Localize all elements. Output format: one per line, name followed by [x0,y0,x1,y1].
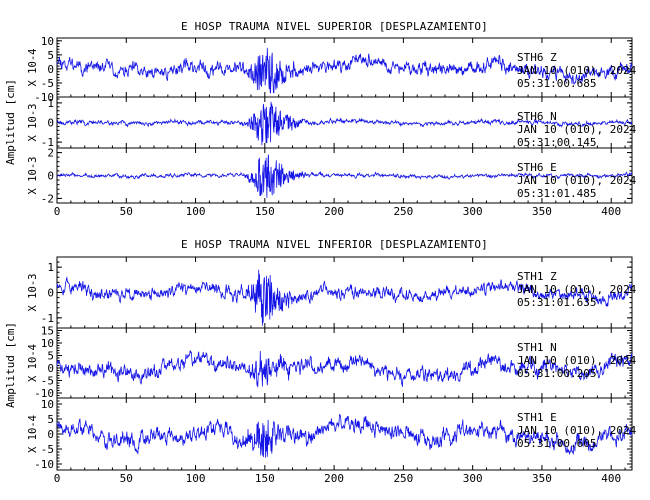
y-tick-label: -5 [41,443,54,456]
station-label: JAN 10 (010), 2024 [517,64,637,77]
station-label: STH6 N [517,110,557,123]
station-label: JAN 10 (010), 2024 [517,424,637,437]
x-tick-label: 300 [463,472,483,485]
scale-label: X 10-3 [27,157,39,195]
y-tick-label: 2 [47,147,54,160]
y-tick-label: 0 [47,63,54,76]
station-label: 05:31:00.685 [517,77,596,90]
x-tick-label: 400 [601,205,621,218]
y-axis-label: Amplitud [cm] [4,79,17,165]
y-tick-label: 0 [47,170,54,183]
station-label: 05:31:00.205 [517,367,596,380]
figure-title: E HOSP TRAUMA NIVEL SUPERIOR [DESPLAZAMI… [181,20,488,33]
waveform-trace [56,269,633,326]
x-tick-label: 200 [324,472,344,485]
y-tick-label: -2 [41,192,54,205]
y-tick-label: 1 [47,97,54,110]
y-tick-label: -5 [41,375,54,388]
y-tick-label: -5 [41,77,54,90]
station-label: 05:31:00.605 [517,437,596,450]
x-tick-label: 150 [255,205,275,218]
station-label: JAN 10 (010), 2024 [517,123,637,136]
station-label: 05:31:00.145 [517,136,596,149]
x-tick-label: 300 [463,205,483,218]
y-tick-label: 10 [41,35,54,48]
y-tick-label: 0 [47,117,54,130]
y-tick-label: 5 [47,413,54,426]
y-tick-label: 5 [47,49,54,62]
x-tick-label: 0 [54,205,61,218]
station-label: JAN 10 (010), 2024 [517,354,637,367]
x-tick-label: 150 [255,472,275,485]
y-tick-label: 10 [41,398,54,411]
x-tick-label: 350 [532,472,552,485]
x-tick-label: 350 [532,205,552,218]
station-label: STH6 E [517,161,557,174]
waveform-trace [56,413,633,458]
y-tick-label: 0 [47,287,54,300]
y-axis-label: Amplitud [cm] [4,322,17,408]
y-tick-label: -10 [34,458,54,471]
figure-title: E HOSP TRAUMA NIVEL INFERIOR [DESPLAZAMI… [181,238,488,251]
waveform-trace [56,350,633,388]
scale-label: X 10-4 [27,344,39,382]
station-label: JAN 10 (010), 2024 [517,174,637,187]
y-tick-label: 0 [47,428,54,441]
station-label: STH6 Z [517,51,557,64]
y-tick-label: -1 [41,136,54,149]
station-label: 05:31:01.635 [517,296,596,309]
x-tick-label: 400 [601,472,621,485]
y-tick-label: 5 [47,350,54,363]
scale-label: X 10-4 [27,415,39,453]
waveform-trace [56,154,633,198]
x-tick-label: 100 [186,205,206,218]
y-tick-label: -10 [34,387,54,400]
station-label: JAN 10 (010), 2024 [517,283,637,296]
y-tick-label: 15 [41,325,54,338]
station-label: 05:31:01.485 [517,187,596,200]
y-tick-label: -1 [41,312,54,325]
y-tick-label: 0 [47,362,54,375]
y-tick-label: 10 [41,337,54,350]
scale-label: X 10-3 [27,274,39,312]
y-tick-label: -10 [34,91,54,104]
chart-layer: E HOSP TRAUMA NIVEL SUPERIOR [DESPLAZAMI… [4,20,637,485]
station-label: STH1 N [517,341,557,354]
scale-label: X 10-4 [27,49,39,87]
station-label: STH1 Z [517,270,557,283]
waveform-trace [56,47,633,94]
waveform-trace [56,101,633,146]
x-tick-label: 250 [393,472,413,485]
y-tick-label: 1 [47,261,54,274]
x-tick-label: 0 [54,472,61,485]
x-tick-label: 100 [186,472,206,485]
x-tick-label: 250 [393,205,413,218]
x-tick-label: 50 [120,472,133,485]
scale-label: X 10-3 [27,104,39,142]
x-tick-label: 50 [120,205,133,218]
station-label: STH1 E [517,411,557,424]
x-tick-label: 200 [324,205,344,218]
